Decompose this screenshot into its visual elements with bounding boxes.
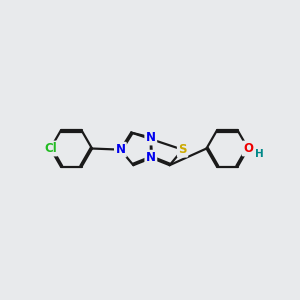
Text: S: S	[178, 143, 187, 156]
Text: H: H	[255, 149, 264, 159]
Text: N: N	[146, 151, 156, 164]
Text: Cl: Cl	[44, 142, 57, 155]
Text: O: O	[243, 142, 253, 155]
Text: N: N	[146, 131, 156, 144]
Text: N: N	[116, 143, 125, 156]
